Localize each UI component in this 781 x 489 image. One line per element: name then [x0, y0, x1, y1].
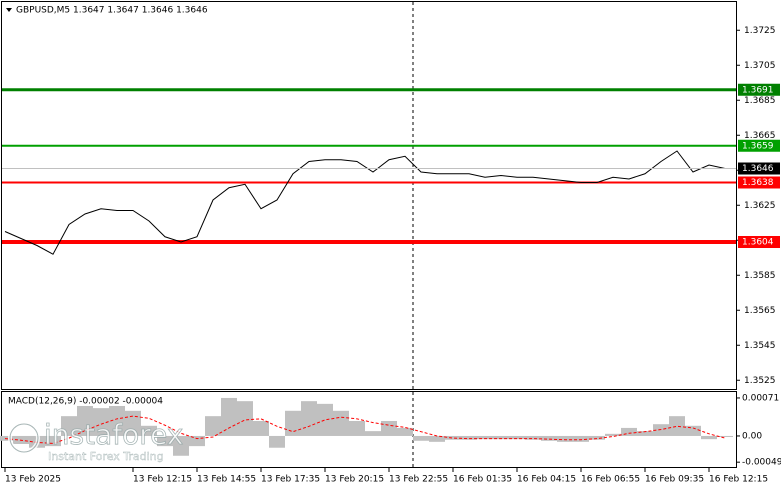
y-tick-label: 1.3625 — [744, 201, 776, 211]
x-tick-label: 13 Feb 17:35 — [261, 475, 320, 485]
price-line — [4, 150, 726, 255]
histogram-bar — [45, 435, 61, 447]
histogram-bar — [509, 435, 525, 440]
histogram-bar — [685, 425, 701, 436]
x-tick-label: 16 Feb 01:35 — [453, 475, 512, 485]
level-tag — [738, 83, 780, 96]
marks: 1.35251.35451.35651.35851.36051.36251.36… — [0, 26, 781, 485]
level-tag — [738, 139, 780, 152]
histogram-bar — [61, 416, 77, 436]
histogram-bar — [317, 403, 333, 436]
x-tick-label: 16 Feb 12:15 — [709, 475, 768, 485]
y-tick-label: 1.3685 — [744, 96, 776, 106]
x-tick-label: 13 Feb 12:15 — [133, 475, 192, 485]
histogram-bar — [205, 416, 221, 436]
watermark-tagline: Instant Forex Trading — [48, 450, 164, 463]
histogram-bar — [333, 410, 349, 436]
histogram-bar — [477, 435, 493, 440]
x-tick-label: 16 Feb 09:35 — [645, 475, 704, 485]
macd-panel-frame — [1, 391, 737, 468]
y-tick-label: 1.3545 — [744, 341, 776, 351]
histogram-bar — [285, 410, 301, 436]
histogram-bar — [141, 425, 157, 436]
histogram-bar — [573, 435, 589, 442]
histogram-bar — [429, 435, 445, 442]
histogram-bar — [173, 435, 189, 456]
price-panel-frame — [1, 1, 737, 390]
chart-title: GBPUSD,M5 1.3647 1.3647 1.3646 1.3646 — [16, 6, 208, 16]
histogram-bar — [237, 401, 253, 436]
y-tick-label: 1.3525 — [744, 376, 776, 386]
level-tag — [738, 176, 780, 189]
histogram-bar — [445, 435, 461, 440]
current-price-label: 1.3646 — [742, 164, 774, 174]
histogram-bar — [637, 431, 653, 436]
x-tick-label: 13 Feb 20:15 — [325, 475, 384, 485]
histogram-bar — [717, 435, 733, 438]
x-tick-label: 13 Feb 22:55 — [389, 475, 448, 485]
histogram-bar — [541, 435, 557, 441]
x-tick-label: 16 Feb 04:15 — [517, 475, 576, 485]
logo-ring-outline — [9, 423, 39, 453]
histogram-bar — [349, 420, 365, 436]
histogram-bar — [397, 427, 413, 436]
y-tick-label: 0.00071 — [742, 393, 779, 403]
macd-title: MACD(12,26,9) -0.00002 -0.00004 — [8, 397, 163, 407]
level-label: 1.3604 — [742, 238, 774, 248]
histogram-bar — [93, 408, 109, 436]
histogram-bar — [701, 435, 717, 440]
watermark: instaforex Instant Forex Trading — [8, 418, 184, 463]
histogram-bar — [493, 435, 509, 440]
histogram-bar — [269, 435, 285, 448]
level-label: 1.3638 — [742, 178, 774, 188]
y-tick-label: 0.00 — [742, 431, 762, 441]
histogram-bar — [669, 416, 685, 436]
histogram-bar — [365, 431, 381, 436]
x-tick-label: 13 Feb 14:55 — [197, 475, 256, 485]
menu-triangle — [6, 8, 12, 12]
histogram-bar — [557, 435, 573, 442]
histogram-bar — [621, 427, 637, 436]
histogram-bar — [301, 401, 317, 436]
histogram-bar — [381, 420, 397, 436]
y-tick-label: 1.3725 — [744, 26, 776, 36]
level-tag — [738, 236, 780, 248]
histogram-bar — [157, 435, 173, 447]
current-price-tag — [738, 162, 780, 175]
y-tick-label: -0.00049 — [742, 458, 781, 468]
y-tick-label: 1.3585 — [744, 271, 776, 281]
histogram-bar — [413, 435, 429, 441]
y-tick-label: 1.3565 — [744, 306, 776, 316]
histogram-bar — [525, 435, 541, 440]
histogram-bar — [461, 435, 477, 440]
x-tick-label: 16 Feb 06:55 — [581, 475, 640, 485]
y-tick-label: 1.3705 — [744, 61, 776, 71]
x-tick-label: 13 Feb 2025 — [5, 475, 61, 485]
histogram-bar — [589, 435, 605, 440]
histogram-bar — [109, 405, 125, 436]
level-label: 1.3659 — [742, 141, 774, 151]
histogram-bar — [221, 397, 237, 436]
histogram-bar — [189, 435, 205, 447]
histogram-bar — [653, 424, 669, 436]
signal-line — [4, 415, 726, 444]
y-tick-label: 1.3665 — [744, 131, 776, 141]
histogram-bar — [253, 420, 269, 436]
level-label: 1.3691 — [742, 85, 774, 95]
watermark-name: instaforex — [44, 418, 183, 451]
histogram-bar — [605, 433, 621, 436]
